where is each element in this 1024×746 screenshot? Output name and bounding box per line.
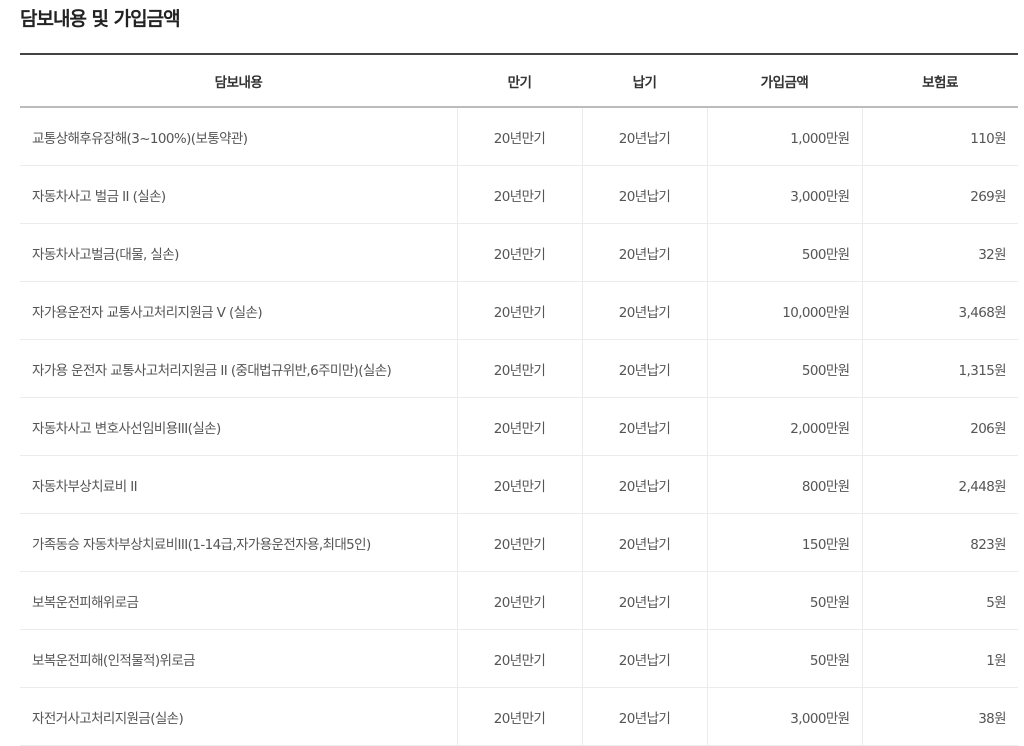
coverage-name: 가족동승 자동차부상치료비III(1-14급,자가용운전자용,최대5인)	[20, 513, 457, 572]
term: 20년만기	[456, 339, 582, 398]
table-row: 자동차사고벌금(대물, 실손) 20년만기 20년납기 500만원 32원	[20, 223, 1018, 282]
payment-period: 20년납기	[581, 165, 707, 224]
table-row: 자가용운전자 교통사고처리지원금 V (실손) 20년만기 20년납기 10,000만…	[20, 281, 1018, 340]
coverage-name: 자전거사고처리지원금(실손)	[20, 687, 457, 746]
premium: 5원	[861, 571, 1018, 630]
coverage-name: 보복운전피해(인적물적)위로금	[20, 629, 457, 688]
coverage-amount: 3,000만원	[706, 687, 862, 746]
coverage-amount: 3,000만원	[706, 165, 862, 224]
header-term: 만기	[457, 54, 582, 108]
section-title: 담보내용 및 가입금액	[20, 8, 181, 30]
premium: 3,468원	[861, 281, 1018, 340]
term: 20년만기	[456, 687, 582, 746]
premium: 206원	[861, 397, 1018, 456]
term: 20년만기	[456, 165, 582, 224]
premium: 110원	[861, 107, 1018, 166]
table-row: 자전거사고처리지원금(실손) 20년만기 20년납기 3,000만원 38원	[20, 687, 1018, 746]
payment-period: 20년납기	[581, 397, 707, 456]
table-row: 자가용 운전자 교통사고처리지원금 II (중대법규위반,6주미만)(실손) 20…	[20, 339, 1018, 398]
coverage-amount: 50만원	[706, 629, 862, 688]
term: 20년만기	[456, 107, 582, 166]
table-row: 보복운전피해(인적물적)위로금 20년만기 20년납기 50만원 1원	[20, 629, 1018, 688]
header-coverage: 담보내용	[20, 54, 457, 108]
term: 20년만기	[456, 223, 582, 282]
coverage-name: 자동차부상치료비 II	[20, 455, 457, 514]
header-premium: 보험료	[862, 54, 1018, 108]
coverage-amount: 10,000만원	[706, 281, 862, 340]
table-header: 담보내용 만기 납기 가입금액 보험료	[20, 54, 1018, 108]
table-row: 보복운전피해위로금 20년만기 20년납기 50만원 5원	[20, 571, 1018, 630]
coverage-amount: 150만원	[706, 513, 862, 572]
coverage-name: 자가용운전자 교통사고처리지원금 V (실손)	[20, 281, 457, 340]
coverage-table: 담보내용 만기 납기 가입금액 보험료 교통상해후유장해(3~100%)(보통약…	[20, 53, 1018, 746]
payment-period: 20년납기	[581, 281, 707, 340]
coverage-amount: 500만원	[706, 339, 862, 398]
payment-period: 20년납기	[581, 223, 707, 282]
coverage-name: 자동차사고벌금(대물, 실손)	[20, 223, 457, 282]
payment-period: 20년납기	[581, 687, 707, 746]
premium: 38원	[861, 687, 1018, 746]
coverage-name: 보복운전피해위로금	[20, 571, 457, 630]
term: 20년만기	[456, 513, 582, 572]
header-amount: 가입금액	[707, 54, 862, 108]
coverage-amount: 800만원	[706, 455, 862, 514]
table-row: 자동차사고 변호사선임비용III(실손) 20년만기 20년납기 2,000만원 206…	[20, 397, 1018, 456]
header-payment: 납기	[582, 54, 707, 108]
payment-period: 20년납기	[581, 513, 707, 572]
premium: 1원	[861, 629, 1018, 688]
term: 20년만기	[456, 629, 582, 688]
table-row: 가족동승 자동차부상치료비III(1-14급,자가용운전자용,최대5인) 20년만…	[20, 513, 1018, 572]
coverage-name: 자동차사고 변호사선임비용III(실손)	[20, 397, 457, 456]
coverage-name: 자가용 운전자 교통사고처리지원금 II (중대법규위반,6주미만)(실손)	[20, 339, 457, 398]
coverage-amount: 50만원	[706, 571, 862, 630]
table-row: 자동차부상치료비 II 20년만기 20년납기 800만원 2,448원	[20, 455, 1018, 514]
coverage-amount: 500만원	[706, 223, 862, 282]
payment-period: 20년납기	[581, 571, 707, 630]
coverage-name: 자동차사고 벌금 II (실손)	[20, 165, 457, 224]
premium: 823원	[861, 513, 1018, 572]
term: 20년만기	[456, 455, 582, 514]
table-row: 교통상해후유장해(3~100%)(보통약관) 20년만기 20년납기 1,000만원 1…	[20, 107, 1018, 166]
term: 20년만기	[456, 281, 582, 340]
table-row: 자동차사고 벌금 II (실손) 20년만기 20년납기 3,000만원 269원	[20, 165, 1018, 224]
premium: 1,315원	[861, 339, 1018, 398]
coverage-amount: 2,000만원	[706, 397, 862, 456]
premium: 32원	[861, 223, 1018, 282]
premium: 269원	[861, 165, 1018, 224]
payment-period: 20년납기	[581, 455, 707, 514]
payment-period: 20년납기	[581, 339, 707, 398]
term: 20년만기	[456, 397, 582, 456]
coverage-amount: 1,000만원	[706, 107, 862, 166]
coverage-name: 교통상해후유장해(3~100%)(보통약관)	[20, 107, 457, 166]
payment-period: 20년납기	[581, 629, 707, 688]
payment-period: 20년납기	[581, 107, 707, 166]
term: 20년만기	[456, 571, 582, 630]
premium: 2,448원	[861, 455, 1018, 514]
